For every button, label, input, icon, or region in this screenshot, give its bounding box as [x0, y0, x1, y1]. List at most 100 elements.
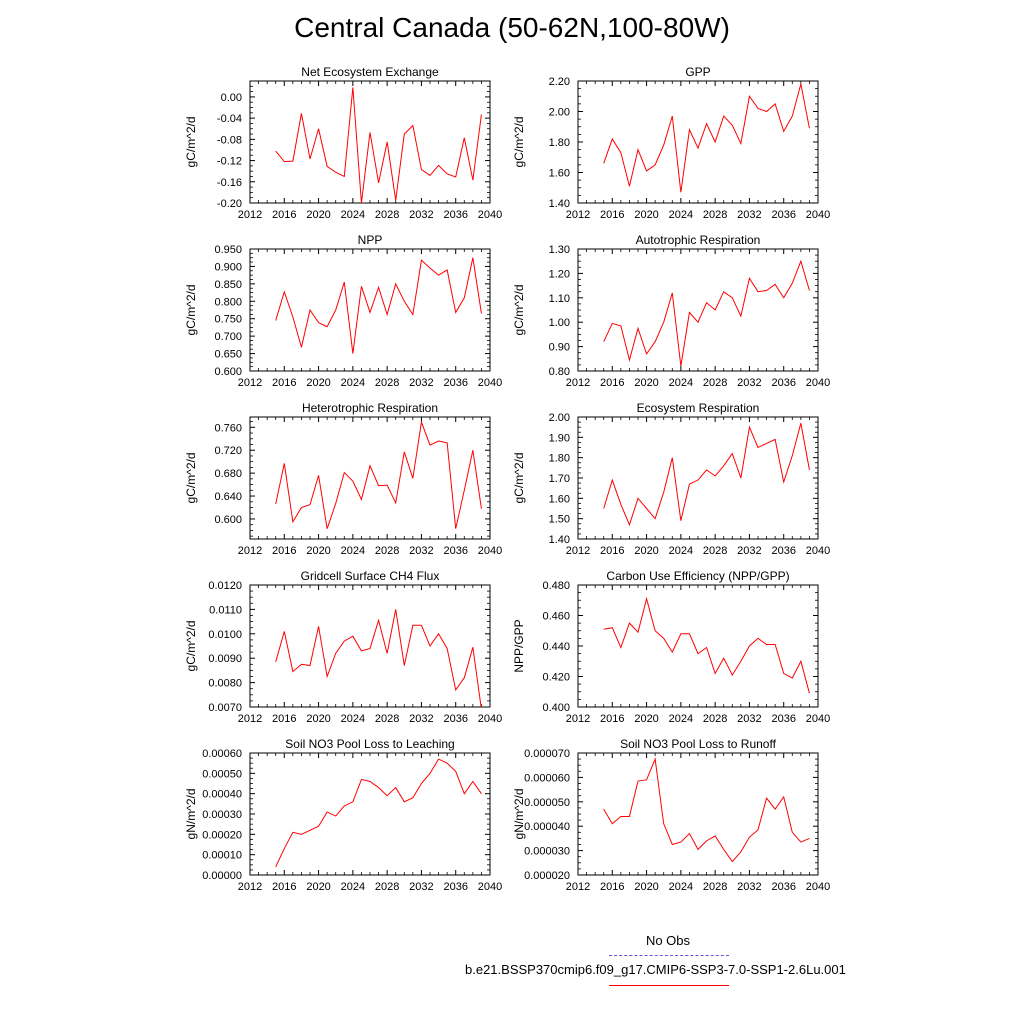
y-tick-label: 1.40 [549, 198, 570, 210]
x-tick-label: 2028 [703, 209, 727, 221]
y-tick-label: -0.16 [217, 177, 242, 189]
x-tick-label: 2036 [443, 713, 467, 725]
chart-autotrophic-respiration: Autotrophic Respiration gC/m^2/d 2012 2016 2… [512, 233, 830, 389]
x-tick-label: 2016 [272, 209, 296, 221]
x-tick-label: 2028 [703, 377, 727, 389]
x-tick-label: 2020 [306, 377, 330, 389]
y-tick-label: 0.00000 [202, 870, 242, 882]
y-tick-label: 0.640 [214, 491, 242, 503]
chart-soil-no3-pool-loss-to-leaching: Soil NO3 Pool Loss to Leaching gN/m^2/d 20… [184, 737, 502, 893]
x-tick-label: 2012 [566, 881, 590, 893]
y-tick-label: 1.30 [549, 244, 570, 256]
x-tick-label: 2016 [272, 881, 296, 893]
series-line [275, 87, 482, 203]
chart-title: GPP [685, 65, 710, 79]
y-axis-label: gN/m^2/d [184, 789, 198, 840]
x-tick-label: 2016 [600, 209, 624, 221]
x-tick-label: 2032 [409, 377, 433, 389]
chart-title: Gridcell Surface CH4 Flux [301, 569, 440, 583]
y-tick-label: 0.850 [214, 279, 242, 291]
x-tick-label: 2012 [566, 713, 590, 725]
x-tick-label: 2016 [600, 881, 624, 893]
x-tick-label: 2024 [341, 209, 365, 221]
y-tick-label: 2.00 [549, 412, 570, 424]
series-line [275, 609, 482, 707]
chart-carbon-use-efficiency-npp-gpp: Carbon Use Efficiency (NPP/GPP) NPP/GPP 20… [512, 569, 830, 725]
x-tick-label: 2020 [634, 881, 658, 893]
x-tick-label: 2024 [341, 713, 365, 725]
x-tick-label: 2032 [737, 209, 761, 221]
y-tick-label: 0.750 [214, 314, 242, 326]
x-tick-label: 2040 [478, 881, 502, 893]
x-tick-label: 2012 [566, 545, 590, 557]
series-line [603, 83, 810, 193]
y-tick-label: 2.20 [549, 76, 570, 88]
x-tick-label: 2020 [306, 545, 330, 557]
x-tick-label: 2040 [806, 209, 830, 221]
x-tick-label: 2036 [771, 881, 795, 893]
chart-npp: NPP gC/m^2/d 2012 2016 2020 2024 2028 2032 2036 2… [184, 233, 502, 389]
x-tick-label: 2020 [306, 209, 330, 221]
y-tick-label: 0.00010 [202, 850, 242, 862]
x-tick-label: 2028 [375, 713, 399, 725]
series-line [603, 596, 810, 694]
y-tick-label: 0.0120 [208, 580, 242, 592]
x-tick-label: 2040 [806, 881, 830, 893]
x-tick-label: 2032 [409, 881, 433, 893]
x-tick-label: 2016 [272, 713, 296, 725]
y-tick-label: -0.08 [217, 134, 242, 146]
x-tick-label: 2020 [634, 545, 658, 557]
plot-frame [249, 248, 491, 372]
y-tick-label: -0.12 [217, 156, 242, 168]
chart-title: Net Ecosystem Exchange [301, 65, 439, 79]
y-axis-label: gC/m^2/d [512, 117, 526, 168]
chart-title: Heterotrophic Respiration [302, 401, 438, 415]
chart-title: Autotrophic Respiration [636, 233, 761, 247]
y-axis-label: gC/m^2/d [184, 117, 198, 168]
y-tick-label: 0.680 [214, 468, 242, 480]
series-line [603, 757, 810, 863]
x-tick-label: 2032 [737, 377, 761, 389]
x-tick-label: 2036 [771, 545, 795, 557]
y-tick-label: 1.20 [549, 268, 570, 280]
y-tick-label: 0.00050 [202, 768, 242, 780]
x-tick-label: 2024 [669, 209, 693, 221]
x-tick-label: 2024 [669, 545, 693, 557]
y-tick-label: 0.800 [214, 296, 242, 308]
y-tick-label: 0.480 [542, 580, 570, 592]
y-tick-label: -0.04 [217, 113, 242, 125]
x-tick-label: 2024 [341, 377, 365, 389]
x-tick-label: 2012 [238, 881, 262, 893]
x-tick-label: 2016 [600, 545, 624, 557]
y-tick-label: 0.000020 [524, 870, 570, 882]
x-tick-label: 2040 [806, 545, 830, 557]
y-tick-label: 1.60 [549, 168, 570, 180]
chart-gpp: GPP gC/m^2/d 2012 2016 2020 2024 2028 2032 2036 2… [512, 65, 830, 221]
x-tick-label: 2012 [238, 209, 262, 221]
x-tick-label: 2036 [443, 209, 467, 221]
x-tick-label: 2016 [600, 377, 624, 389]
y-tick-label: 0.0100 [208, 629, 242, 641]
chart-title: Carbon Use Efficiency (NPP/GPP) [606, 569, 789, 583]
y-tick-label: 0.00030 [202, 809, 242, 821]
y-tick-label: 0.0090 [208, 653, 242, 665]
x-tick-label: 2028 [375, 209, 399, 221]
x-tick-label: 2016 [600, 713, 624, 725]
y-tick-label: 0.700 [214, 331, 242, 343]
plot-frame [577, 416, 819, 540]
y-tick-label: 0.460 [542, 611, 570, 623]
y-tick-label: 0.900 [214, 261, 242, 273]
x-tick-label: 2016 [272, 377, 296, 389]
x-tick-label: 2020 [634, 377, 658, 389]
y-tick-label: 2.00 [549, 107, 570, 119]
x-tick-label: 2016 [272, 545, 296, 557]
x-tick-label: 2024 [341, 881, 365, 893]
x-tick-label: 2028 [375, 545, 399, 557]
plot-frame [577, 752, 819, 876]
y-tick-label: 0.650 [214, 349, 242, 361]
x-tick-label: 2032 [737, 545, 761, 557]
y-tick-label: 0.00 [221, 92, 242, 104]
x-tick-label: 2032 [409, 545, 433, 557]
series-line [275, 420, 482, 529]
